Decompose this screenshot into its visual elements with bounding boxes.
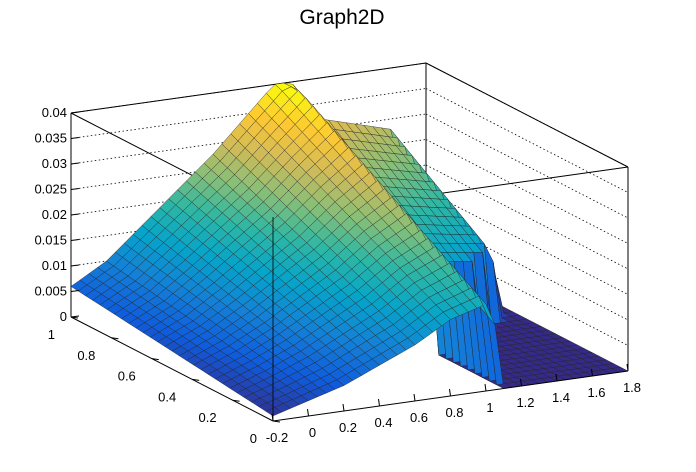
x-tick: [413, 393, 416, 402]
chart-title: Graph2D: [299, 6, 384, 29]
x-tick-label: 0.4: [374, 415, 392, 430]
y-tick-label: 0.6: [118, 369, 136, 384]
y-tick-label: 1: [48, 327, 55, 342]
x-tick-label: -0.2: [266, 430, 288, 445]
z-gridline: [425, 62, 629, 168]
z-tick-label: 0.005: [34, 284, 67, 299]
z-gridline: [425, 88, 629, 193]
z-tick: [70, 188, 80, 190]
z-tick: [70, 162, 80, 165]
z-tick: [70, 111, 80, 114]
z-gridline: [425, 139, 629, 244]
z-tick-label: 0: [60, 309, 67, 324]
surface-mesh: [70, 82, 629, 417]
z-tick-label: 0.015: [34, 233, 67, 248]
x-tick: [591, 368, 593, 377]
z-gridline: [425, 113, 629, 219]
x-tick-label: 1.6: [587, 385, 605, 400]
x-axis: -0.2 0 0.2 0.4 0.6 0.8 1 1.2 1.4 1.6 1.8: [266, 363, 641, 445]
z-tick: [70, 213, 80, 216]
z-gridline: [425, 241, 629, 346]
y-tick: [232, 399, 240, 402]
z-tick: [70, 290, 80, 292]
y-axis: 0 0.2 0.4 0.6 0.8 1: [48, 316, 281, 446]
x-tick-label: 0: [309, 425, 316, 440]
z-tick-label: 0.01: [42, 258, 67, 273]
x-tick-label: 1.2: [516, 395, 534, 410]
y-tick: [111, 337, 119, 340]
y-tick-label: 0.4: [158, 389, 176, 404]
x-tick: [307, 408, 309, 417]
y-tick-label: 0.2: [199, 410, 217, 425]
x-tick: [449, 388, 451, 397]
z-tick-label: 0.025: [34, 182, 67, 197]
z-tick: [70, 137, 80, 139]
x-tick-label: 0.6: [410, 410, 428, 425]
x-tick: [342, 403, 345, 412]
x-tick: [378, 398, 380, 407]
left-bottom-edge: [70, 316, 274, 422]
z-tick-label: 0.035: [34, 131, 67, 146]
x-tick-label: 1: [486, 400, 493, 415]
y-tick-label: 0.8: [77, 348, 95, 363]
y-tick: [70, 316, 79, 319]
z-gridline: [425, 190, 629, 295]
x-tick: [626, 363, 629, 372]
z-tick-label: 0.02: [42, 207, 67, 222]
z-tick: [70, 264, 80, 267]
y-tick: [272, 420, 281, 423]
y-tick: [151, 358, 159, 361]
x-tick: [484, 383, 487, 392]
y-tick: [192, 378, 200, 381]
y-tick-label: 0: [250, 431, 257, 446]
z-tick: [70, 239, 80, 241]
z-tick-label: 0.03: [42, 156, 67, 171]
x-tick-label: 1.8: [623, 380, 641, 395]
z-gridlines: [70, 62, 629, 346]
x-tick: [555, 373, 558, 382]
x-tick: [271, 413, 274, 422]
x-tick-label: 0.2: [339, 420, 357, 435]
z-gridline: [425, 215, 629, 321]
x-tick-label: 1.4: [552, 390, 570, 405]
z-gridline: [425, 164, 629, 270]
back-top-edge: [70, 62, 427, 114]
z-axis: 0 0.005 0.01 0.015 0.02 0.025 0.03 0.035 0.04: [34, 105, 80, 324]
x-tick: [520, 378, 522, 387]
x-tick-label: 0.8: [445, 405, 463, 420]
z-tick-label: 0.04: [42, 105, 67, 120]
